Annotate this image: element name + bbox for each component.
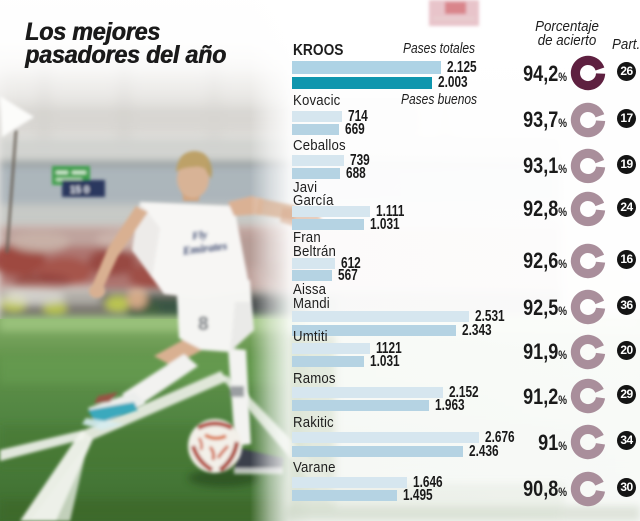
svg-text:15 0: 15 0 [70,185,90,196]
svg-text:8: 8 [198,314,209,335]
svg-text:Emirates: Emirates [181,238,228,258]
svg-text:Fly: Fly [190,229,208,243]
